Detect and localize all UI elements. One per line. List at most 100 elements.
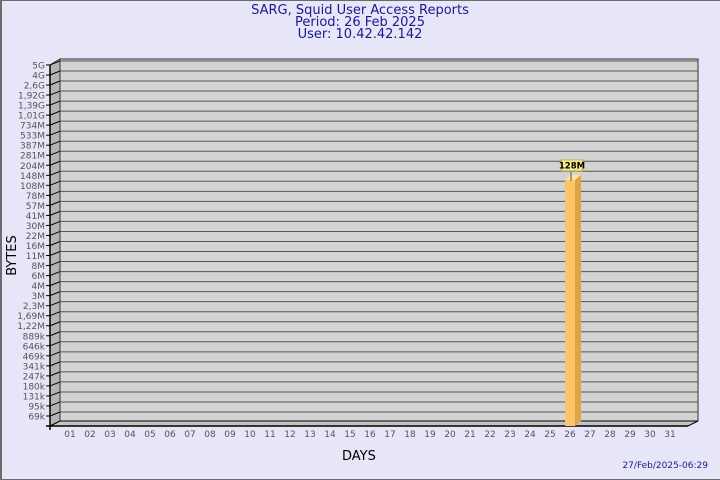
y-tick-depth [49,381,61,387]
x-tick-label: 12 [284,430,295,440]
y-tick-depth [49,291,61,297]
x-axis-label: DAYS [342,449,376,464]
y-tick-depth [49,251,61,256]
y-tick-label: 1,69M [17,312,45,322]
y-tick-label: 95k [28,402,45,412]
bar-label-box [561,159,583,172]
y-tick-depth [49,120,61,126]
y-tick-label: 4G [32,71,45,81]
y-tick-depth [49,190,61,196]
generated-timestamp: 27/Feb/2025-06:29 [622,461,708,471]
y-tick-label: 1,22M [17,322,45,332]
x-tick-label: 07 [184,430,195,440]
y-tick-depth [49,210,61,216]
y-tick-depth [49,170,61,176]
y-tick-depth [49,110,61,116]
x-tick-label: 10 [244,430,256,440]
bar-side-day-26 [575,174,581,426]
x-tick-label: 13 [304,430,315,440]
y-tick-label: 1,39G [18,102,45,112]
x-tick-label: 17 [384,430,395,440]
y-tick-label: 41M [26,212,45,222]
x-tick-label: 14 [324,430,336,440]
y-tick-depth [49,90,61,96]
y-tick-label: 387M [20,142,45,152]
y-tick-label: 734M [20,122,45,132]
x-tick-label: 05 [144,430,155,440]
y-tick-depth [49,180,61,186]
x-tick-label: 21 [464,430,475,440]
x-tick-label: 08 [204,430,216,440]
x-tick-label: 24 [524,430,536,440]
y-tick-depth [49,70,61,76]
y-tick-label: 247k [23,372,46,382]
x-tick-label: 11 [264,430,275,440]
y-tick-label: 22M [26,232,45,242]
y-tick-label: 2,6G [24,82,45,92]
x-tick-label: 06 [164,430,176,440]
y-tick-label: 8M [32,262,46,272]
y-tick-label: 69k [28,413,45,423]
y-tick-label: 180k [23,382,46,392]
y-tick-label: 108M [20,182,45,192]
x-tick-label: 18 [404,430,416,440]
chart-title: SARG, Squid User Access Reports [251,3,469,18]
x-tick-label: 29 [624,430,636,440]
x-tick-label: 20 [444,430,456,440]
bar-day-26 [565,179,575,426]
y-tick-label: 3M [32,292,46,302]
y-tick-label: 533M [20,132,45,142]
y-tick-depth [49,391,61,397]
y-tick-depth [49,351,61,357]
y-tick-depth [49,261,61,267]
y-tick-label: 1,01G [18,112,45,122]
y-tick-depth [49,140,61,146]
back-wall [59,58,699,422]
y-tick-depth [49,411,61,417]
bar-value-label: 128M [559,161,585,171]
y-tick-depth [49,271,61,277]
x-tick-label: 22 [484,430,495,440]
y-tick-depth [49,281,61,287]
y-tick-depth [49,230,61,236]
y-tick-label: 646k [23,342,46,352]
y-tick-depth [49,60,61,66]
x-tick-label: 30 [644,430,656,440]
y-tick-label: 889k [23,332,46,342]
y-tick-depth [49,220,61,226]
y-tick-label: 2,3M [23,302,45,312]
y-tick-depth [49,331,61,337]
y-tick-depth [49,80,61,86]
y-tick-depth [49,311,61,317]
x-tick-label: 25 [544,430,555,440]
y-tick-depth [49,401,61,407]
y-tick-depth [49,241,61,246]
y-tick-depth [49,200,61,206]
x-tick-label: 26 [564,430,576,440]
y-tick-label: 30M [26,222,45,232]
x-tick-label: 16 [364,430,376,440]
x-tick-label: 02 [84,430,95,440]
y-tick-label: 341k [23,362,46,372]
y-tick-depth [49,321,61,327]
y-tick-depth [49,341,61,347]
x-tick-label: 03 [104,430,115,440]
x-tick-label: 15 [344,430,355,440]
x-tick-label: 04 [124,430,136,440]
x-tick-label: 09 [224,430,236,440]
x-tick-label: 31 [664,430,675,440]
y-tick-label: 16M [26,242,45,252]
y-tick-depth [49,100,61,106]
y-tick-label: 469k [23,352,46,362]
y-tick-depth [49,361,61,367]
x-tick-label: 19 [424,430,436,440]
x-tick-label: 01 [64,430,75,440]
y-tick-label: 131k [23,392,46,402]
y-tick-label: 204M [20,162,45,172]
bar-top-day-26 [565,174,581,180]
x-tick-label: 27 [584,430,595,440]
y-tick-label: 78M [26,192,45,202]
y-tick-label: 5G [32,61,45,71]
y-tick-label: 148M [20,172,45,182]
